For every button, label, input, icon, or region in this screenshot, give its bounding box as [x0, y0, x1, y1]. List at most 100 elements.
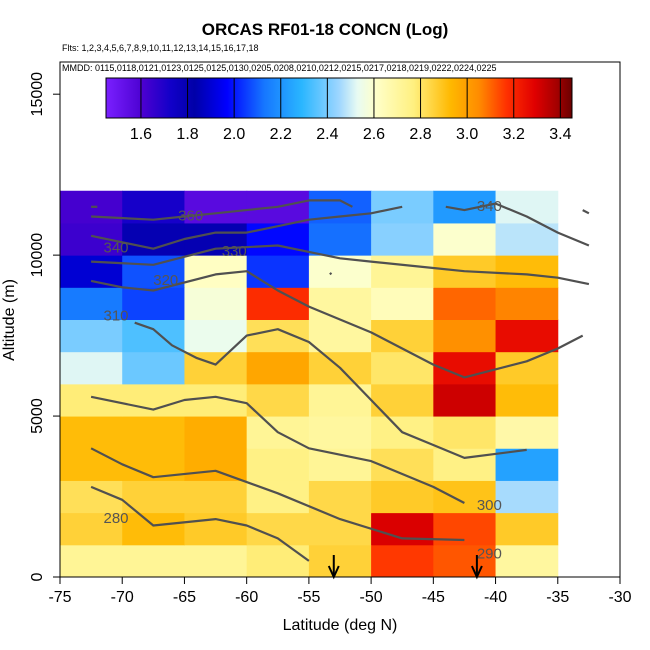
heatmap-cell	[246, 544, 310, 577]
heatmap-cell	[122, 416, 185, 449]
heatmap-cell	[495, 255, 559, 288]
contour-labels: 360 340 330 320 310 340 300 290 280	[103, 198, 501, 563]
heatmap-cell	[184, 448, 248, 481]
heatmap-cell	[495, 287, 559, 320]
heatmap-cell	[246, 351, 310, 385]
plot-frame	[59, 61, 621, 578]
colorbar-tick-label: 2.2	[270, 126, 292, 143]
heatmap-cell	[246, 287, 310, 320]
heatmap-cell	[495, 351, 559, 385]
colorbar-tick-label: 2.8	[409, 126, 431, 143]
heatmap-cell	[246, 319, 310, 353]
y-axis-label: Altitude (m)	[1, 279, 18, 361]
contour-line	[91, 199, 353, 221]
colorbar-tick-label: 2.4	[316, 126, 338, 143]
heatmap-cell	[60, 383, 123, 417]
heatmap-cell	[308, 416, 372, 449]
heatmap-cell	[308, 287, 372, 320]
heatmap-cell	[433, 222, 497, 256]
heatmap-cell	[60, 319, 123, 353]
heatmap-cell	[433, 287, 497, 320]
heatmap-cell	[184, 544, 248, 577]
heatmap-cell	[308, 383, 372, 417]
x-tick-label: -70	[111, 589, 134, 606]
heatmap-cell	[60, 351, 123, 385]
y-axis: 0 5000 10000 15000	[29, 72, 60, 581]
heatmap-cell	[184, 319, 248, 353]
heatmap-cell	[495, 416, 559, 449]
contour-label: 340	[103, 240, 128, 257]
heatmap-cell	[184, 480, 248, 514]
heatmap-cell	[433, 416, 497, 449]
heatmap-cell	[308, 448, 372, 481]
contour-label: 360	[178, 207, 203, 224]
heatmap-cell	[308, 512, 372, 546]
heatmap-cell	[371, 544, 434, 577]
heatmap-cell	[122, 351, 185, 385]
heatmap-cell	[122, 512, 185, 546]
colorbar-tick-label: 3.4	[549, 126, 571, 143]
heatmap-cell	[122, 544, 185, 577]
contour-line	[329, 272, 333, 276]
y-tick-label: 0	[29, 572, 46, 581]
y-tick-label: 5000	[29, 398, 46, 434]
contour-line	[90, 447, 465, 542]
contour-label: 280	[103, 510, 128, 527]
contour-label: 310	[103, 307, 128, 324]
heatmap-cell	[495, 383, 559, 417]
heatmap-cell	[308, 319, 372, 353]
heatmap-cell	[184, 222, 248, 256]
x-axis: -75 -70 -65 -60 -55 -50 -45 -40 -35 -30	[48, 577, 632, 606]
y-tick-label: 15000	[29, 72, 46, 117]
x-tick-label: -40	[484, 589, 507, 606]
x-tick-label: -60	[235, 589, 258, 606]
contour-line	[90, 205, 403, 250]
heatmap-cell	[246, 255, 310, 288]
heatmap-cell	[60, 448, 123, 481]
contour-line	[445, 202, 590, 247]
heatmap-cell	[60, 287, 123, 320]
heatmap-cell	[433, 480, 497, 514]
heatmap-cell	[184, 287, 248, 320]
heatmap-cell	[60, 512, 123, 546]
colorbar	[105, 77, 573, 119]
contour-label: 290	[477, 545, 502, 562]
heatmap-cell	[60, 416, 123, 449]
heatmap-cell	[122, 448, 185, 481]
heatmap-cell	[495, 480, 559, 514]
heatmap-cell	[433, 448, 497, 481]
contour-label: 300	[477, 497, 502, 514]
heatmap-cell	[371, 351, 434, 385]
heatmap-cell	[371, 190, 434, 224]
dates-text: MMDD: 0115,0118,0121,0123,0125,0125,0130…	[62, 63, 497, 73]
heatmap-cell	[371, 319, 434, 353]
colorbar-tick-label: 3.0	[456, 126, 478, 143]
heatmap-cell	[122, 383, 185, 417]
colorbar-tick-label: 1.6	[130, 126, 152, 143]
heatmap-cell	[122, 255, 185, 288]
heatmap-cell	[371, 480, 434, 514]
contour-label: 320	[153, 272, 178, 289]
contour-line	[582, 209, 590, 215]
colorbar-tick-label: 1.8	[176, 126, 198, 143]
x-tick-label: -35	[546, 589, 569, 606]
x-axis-label: Latitude (deg N)	[283, 617, 398, 634]
heatmap-cell	[60, 255, 123, 288]
x-tick-label: -50	[360, 589, 383, 606]
heatmap-cell	[433, 544, 497, 577]
contour-label: 340	[477, 198, 502, 215]
x-tick-label: -55	[297, 589, 320, 606]
heatmap-cell	[308, 480, 372, 514]
heatmap-cell	[371, 255, 434, 288]
contour-label: 330	[222, 243, 247, 260]
x-tick-label: -75	[48, 589, 71, 606]
heatmap-cell	[60, 544, 123, 577]
heatmap-cell	[246, 448, 310, 481]
colorbar-tick-label: 3.2	[503, 126, 525, 143]
heatmap-cell	[371, 512, 434, 546]
heatmap-cell	[495, 319, 559, 353]
x-tick-label: -30	[608, 589, 631, 606]
heatmap-cell	[371, 222, 434, 256]
heatmap-cell	[184, 416, 248, 449]
